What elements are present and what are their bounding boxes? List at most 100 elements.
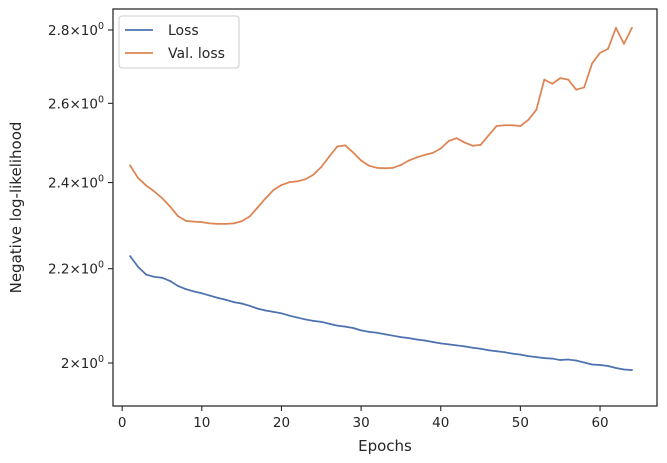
data-point (296, 316, 299, 319)
data-point (336, 324, 339, 327)
data-point (407, 159, 410, 162)
data-point (304, 318, 307, 321)
data-point (352, 151, 355, 154)
data-point (240, 220, 243, 223)
data-point (224, 222, 227, 225)
data-point (192, 290, 195, 293)
x-tick-label: 20 (273, 415, 290, 431)
data-point (248, 215, 251, 218)
data-point (559, 77, 562, 80)
data-point (153, 190, 155, 193)
data-point (368, 164, 370, 167)
data-point (503, 124, 506, 127)
data-point (583, 86, 586, 89)
legend-label: Loss (168, 23, 199, 39)
data-point (272, 189, 275, 191)
data-point (161, 197, 163, 199)
data-point (527, 118, 530, 121)
data-point (352, 327, 355, 329)
data-point (184, 219, 187, 222)
y-tick-label: 2×100 (61, 354, 104, 372)
data-point (487, 134, 490, 137)
data-point (479, 144, 482, 146)
data-point (288, 181, 291, 184)
data-point (400, 336, 402, 339)
data-point (208, 294, 211, 297)
data-point (328, 322, 331, 325)
data-point (559, 359, 562, 361)
data-point (447, 343, 450, 346)
data-point (471, 144, 474, 147)
y-axis-label: Negative log-likelihood (7, 122, 25, 294)
data-point (200, 292, 203, 295)
series-line-1 (129, 26, 633, 225)
data-point (471, 346, 474, 349)
data-point (400, 164, 402, 166)
x-tick-label: 0 (118, 415, 127, 431)
data-point (511, 352, 514, 355)
data-point (208, 222, 211, 225)
data-point (631, 369, 633, 371)
data-point (439, 342, 442, 345)
data-point (312, 173, 315, 176)
y-tick-label: 2.6×100 (48, 94, 104, 112)
series-line-0 (129, 255, 633, 371)
data-point (591, 62, 593, 65)
data-point (527, 355, 530, 358)
data-point (137, 265, 139, 268)
series-1 (129, 26, 633, 225)
data-point (463, 141, 466, 144)
data-point (336, 145, 339, 148)
x-tick-label: 10 (193, 415, 210, 431)
data-point (392, 334, 394, 337)
series-0 (129, 255, 633, 371)
data-point (463, 345, 466, 348)
data-point (376, 166, 378, 169)
data-point (129, 164, 132, 167)
data-point (511, 124, 514, 127)
data-point (368, 330, 370, 333)
data-point (344, 325, 347, 328)
data-point (376, 331, 378, 334)
data-point (312, 319, 315, 322)
data-point (184, 288, 187, 291)
data-point (487, 349, 490, 352)
data-point (256, 206, 259, 209)
data-point (224, 298, 227, 301)
data-point (344, 144, 347, 147)
data-point (423, 154, 426, 156)
data-point (543, 78, 546, 81)
data-point (320, 320, 323, 323)
data-point (551, 357, 554, 360)
data-point (479, 347, 482, 350)
data-point (248, 304, 251, 307)
data-point (535, 108, 538, 111)
data-point (431, 152, 434, 154)
x-tick-label: 30 (353, 415, 370, 431)
data-point (328, 155, 331, 158)
y-tick-label: 2.8×100 (48, 21, 104, 39)
data-point (177, 215, 179, 218)
data-point (264, 197, 267, 200)
data-point (161, 276, 163, 279)
data-point (591, 363, 593, 366)
data-point (607, 365, 609, 367)
data-point (447, 140, 450, 142)
x-axis-ticks: 0 10 20 30 40 50 60 (118, 406, 609, 431)
data-point (623, 42, 625, 45)
data-point (169, 205, 171, 208)
data-point (192, 220, 195, 223)
data-point (232, 301, 235, 303)
data-point (232, 222, 235, 225)
x-tick-label: 60 (591, 415, 608, 431)
plot-lines (129, 26, 633, 371)
data-point (607, 48, 609, 50)
data-point (264, 309, 267, 312)
data-point (360, 159, 363, 162)
data-point (384, 167, 386, 170)
data-point (216, 222, 219, 225)
data-point (455, 137, 458, 140)
data-point (543, 357, 546, 359)
data-point (360, 329, 363, 332)
